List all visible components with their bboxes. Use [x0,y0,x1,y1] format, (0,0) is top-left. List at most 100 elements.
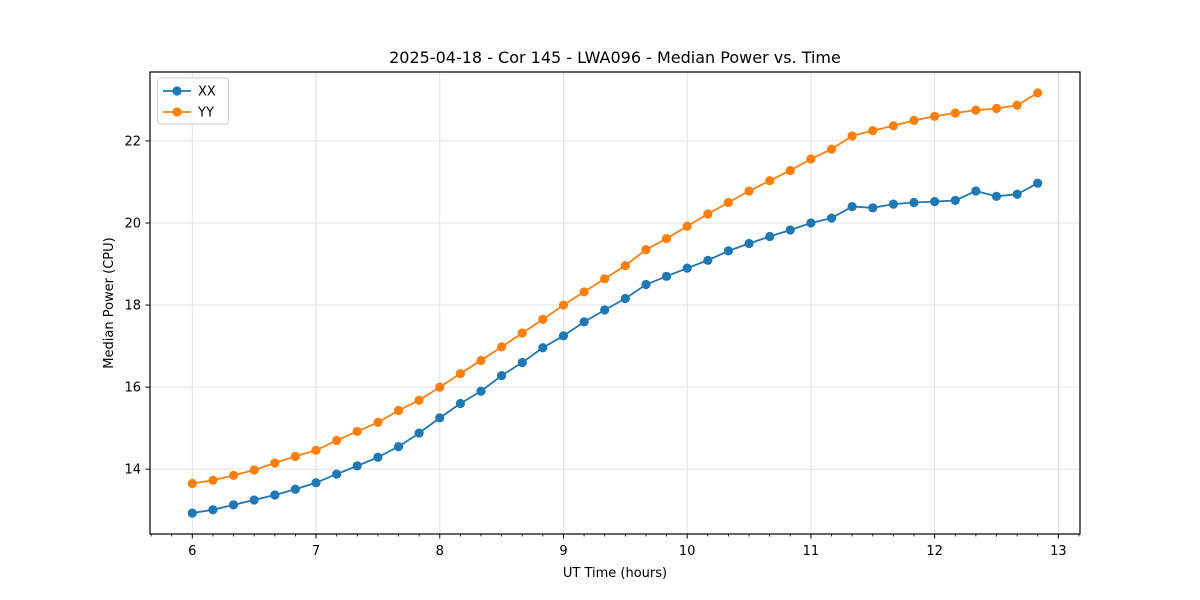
legend-marker [172,107,182,117]
data-point-YY [414,395,424,405]
data-point-YY [930,111,940,121]
data-point-YY [744,186,754,196]
legend-label-XX: XX [198,85,216,100]
data-point-YY [249,465,259,475]
data-point-YY [600,274,610,284]
data-point-XX [352,461,362,471]
data-point-XX [765,231,775,242]
chart-title: 2025-04-18 - Cor 145 - LWA096 - Median P… [389,48,841,67]
data-point-YY [579,287,589,297]
data-point-XX [414,428,424,438]
data-point-YY [765,176,775,186]
series-line-XX [192,182,1039,514]
data-point-XX [228,500,239,510]
data-point-YY [373,417,383,427]
x-tick-label: 10 [679,544,696,559]
data-point-XX [455,398,466,409]
data-point-YY [620,261,630,271]
data-point-YY [682,221,692,231]
data-point-YY [497,342,507,352]
data-point-YY [723,197,733,208]
data-point-YY [641,245,651,255]
data-point-XX [971,186,981,196]
data-point-YY [703,209,713,219]
legend-box [157,77,229,125]
data-point-YY [290,451,300,462]
data-point-YY [455,368,466,379]
data-point-YY [847,131,857,141]
data-point-XX [682,263,692,273]
data-point-YY [950,108,960,118]
data-point-YY [888,121,899,131]
data-point-YY [868,126,878,136]
data-point-YY [661,233,672,244]
data-point-XX [393,442,404,452]
data-point-XX [703,255,713,265]
data-point-XX [806,218,816,228]
data-point-XX [600,305,610,315]
data-point-YY [517,328,527,338]
x-tick-label: 12 [926,544,943,559]
data-point-XX [558,331,569,341]
series-line-YY [192,92,1039,485]
data-point-XX [641,279,651,290]
data-point-XX [517,357,527,368]
data-point-YY [806,154,816,164]
data-point-XX [847,201,857,212]
y-tick-label: 20 [124,216,141,231]
data-point-XX [826,213,837,223]
data-point-XX [991,191,1002,201]
data-point-YY [270,458,280,468]
data-point-XX [1012,189,1022,199]
data-point-YY [435,382,445,392]
data-point-XX [270,490,280,500]
x-tick-label: 6 [188,544,196,559]
data-point-YY [971,105,981,115]
data-point-YY [1033,88,1043,98]
data-point-XX [249,495,259,505]
data-point-YY [538,314,548,325]
data-point-YY [826,144,837,154]
legend-label-YY: YY [197,106,214,121]
y-tick-label: 14 [124,463,141,478]
data-point-YY [1012,100,1022,110]
data-point-YY [208,475,218,485]
data-point-XX [1033,178,1043,188]
data-point-YY [991,103,1002,114]
y-axis-label: Median Power (CPU) [102,237,117,368]
data-point-XX [888,199,899,209]
data-point-XX [497,371,507,381]
data-point-XX [930,197,940,207]
data-point-XX [208,505,218,515]
axis-spines [149,71,1081,535]
data-point-XX [311,478,321,488]
data-point-YY [332,435,342,446]
x-tick-label: 8 [436,544,444,559]
data-point-XX [661,271,672,281]
x-axis-label: UT Time (hours) [563,566,667,581]
data-point-YY [228,470,239,480]
y-tick-label: 22 [124,134,141,149]
data-point-YY [311,445,321,455]
data-point-XX [868,203,878,213]
data-point-XX [744,238,754,249]
x-tick-label: 11 [803,544,820,559]
data-point-XX [909,197,919,208]
x-tick-label: 13 [1050,544,1067,559]
data-point-XX [373,452,383,462]
x-tick-label: 9 [559,544,567,559]
data-point-YY [785,165,795,176]
data-point-XX [723,246,733,256]
y-tick-label: 16 [124,381,141,396]
data-point-XX [332,469,342,479]
legend-marker [172,86,182,96]
data-point-YY [352,426,362,437]
data-point-YY [558,300,569,310]
data-point-XX [290,484,300,494]
data-point-XX [950,195,960,206]
data-point-XX [187,508,197,518]
data-point-XX [620,293,630,304]
data-point-XX [538,343,548,353]
